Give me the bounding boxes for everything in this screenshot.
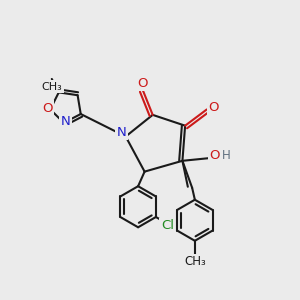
Text: N: N — [116, 126, 126, 139]
Text: O: O — [208, 101, 219, 114]
Text: O: O — [138, 77, 148, 90]
Text: O: O — [42, 102, 53, 115]
Text: H: H — [222, 149, 231, 162]
Text: N: N — [61, 115, 70, 128]
Text: CH₃: CH₃ — [41, 82, 62, 92]
Text: CH₃: CH₃ — [184, 255, 206, 268]
Text: O: O — [210, 149, 220, 162]
Text: Cl: Cl — [161, 219, 174, 232]
